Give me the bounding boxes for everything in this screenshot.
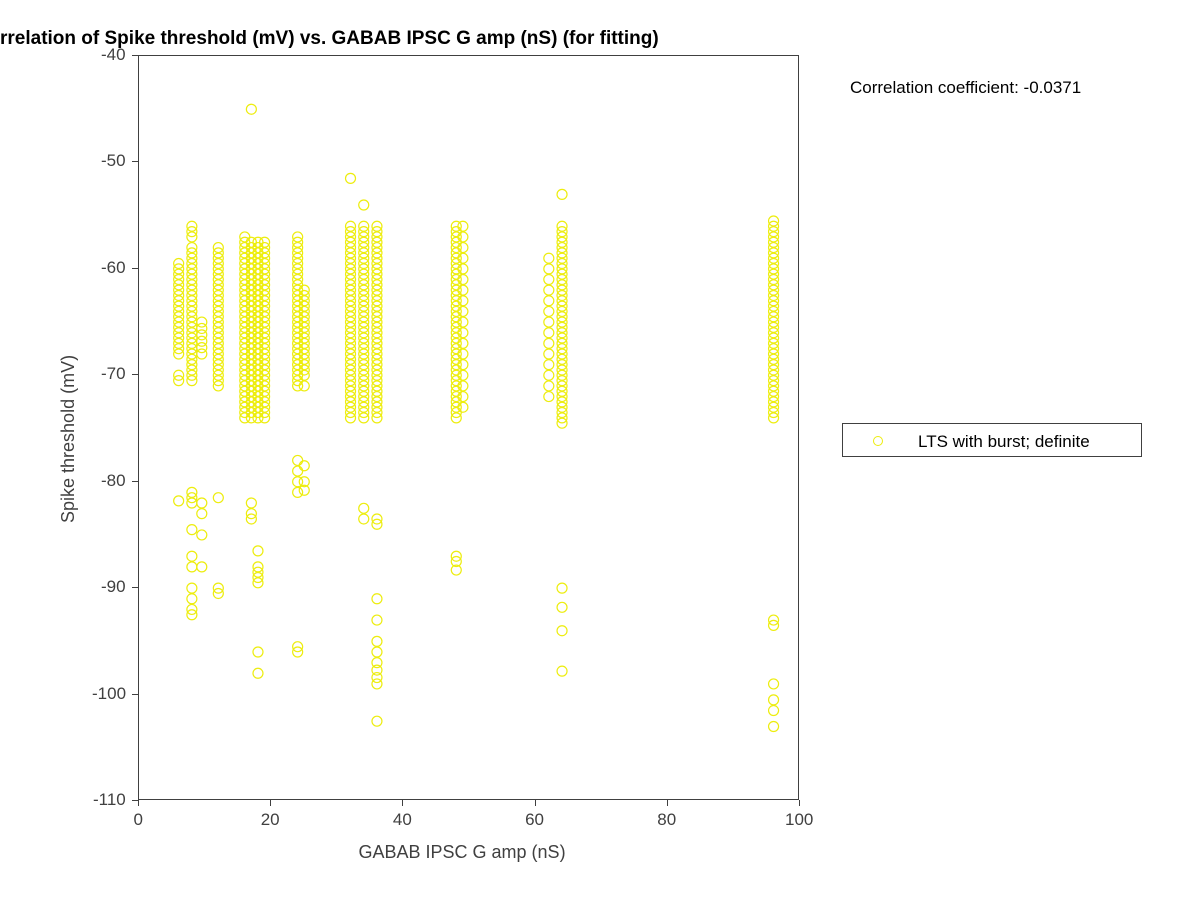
- y-tick-label: -40: [101, 45, 126, 65]
- y-tick-mark: [132, 268, 138, 269]
- x-axis-label: GABAB IPSC G amp (nS): [359, 842, 566, 863]
- y-axis-label: Spike threshold (mV): [58, 354, 79, 522]
- x-tick-mark: [270, 800, 271, 806]
- y-tick-mark: [132, 694, 138, 695]
- plot-area: [138, 55, 799, 800]
- y-tick-label: -110: [93, 790, 126, 810]
- chart-container: rrelation of Spike threshold (mV) vs. GA…: [0, 0, 1200, 900]
- y-tick-label: -50: [101, 151, 126, 171]
- x-tick-mark: [535, 800, 536, 806]
- x-tick-label: 60: [525, 810, 544, 830]
- x-tick-mark: [138, 800, 139, 806]
- y-tick-mark: [132, 481, 138, 482]
- y-tick-mark: [132, 55, 138, 56]
- y-tick-mark: [132, 587, 138, 588]
- correlation-annotation: Correlation coefficient: -0.0371: [850, 78, 1081, 98]
- x-tick-label: 20: [261, 810, 280, 830]
- y-tick-label: -60: [101, 258, 126, 278]
- legend: LTS with burst; definite: [842, 423, 1142, 457]
- x-tick-mark: [799, 800, 800, 806]
- x-tick-label: 40: [393, 810, 412, 830]
- legend-marker-icon: [873, 436, 883, 446]
- x-tick-mark: [667, 800, 668, 806]
- y-tick-mark: [132, 374, 138, 375]
- y-tick-label: -90: [101, 577, 126, 597]
- x-tick-mark: [402, 800, 403, 806]
- x-tick-label: 80: [657, 810, 676, 830]
- x-tick-label: 100: [785, 810, 813, 830]
- scatter-points: [139, 56, 800, 801]
- y-tick-mark: [132, 161, 138, 162]
- y-tick-label: -100: [92, 684, 126, 704]
- y-tick-label: -80: [101, 471, 126, 491]
- y-tick-label: -70: [101, 364, 126, 384]
- x-tick-label: 0: [134, 810, 143, 830]
- legend-label: LTS with burst; definite: [918, 432, 1090, 452]
- y-tick-mark: [132, 800, 138, 801]
